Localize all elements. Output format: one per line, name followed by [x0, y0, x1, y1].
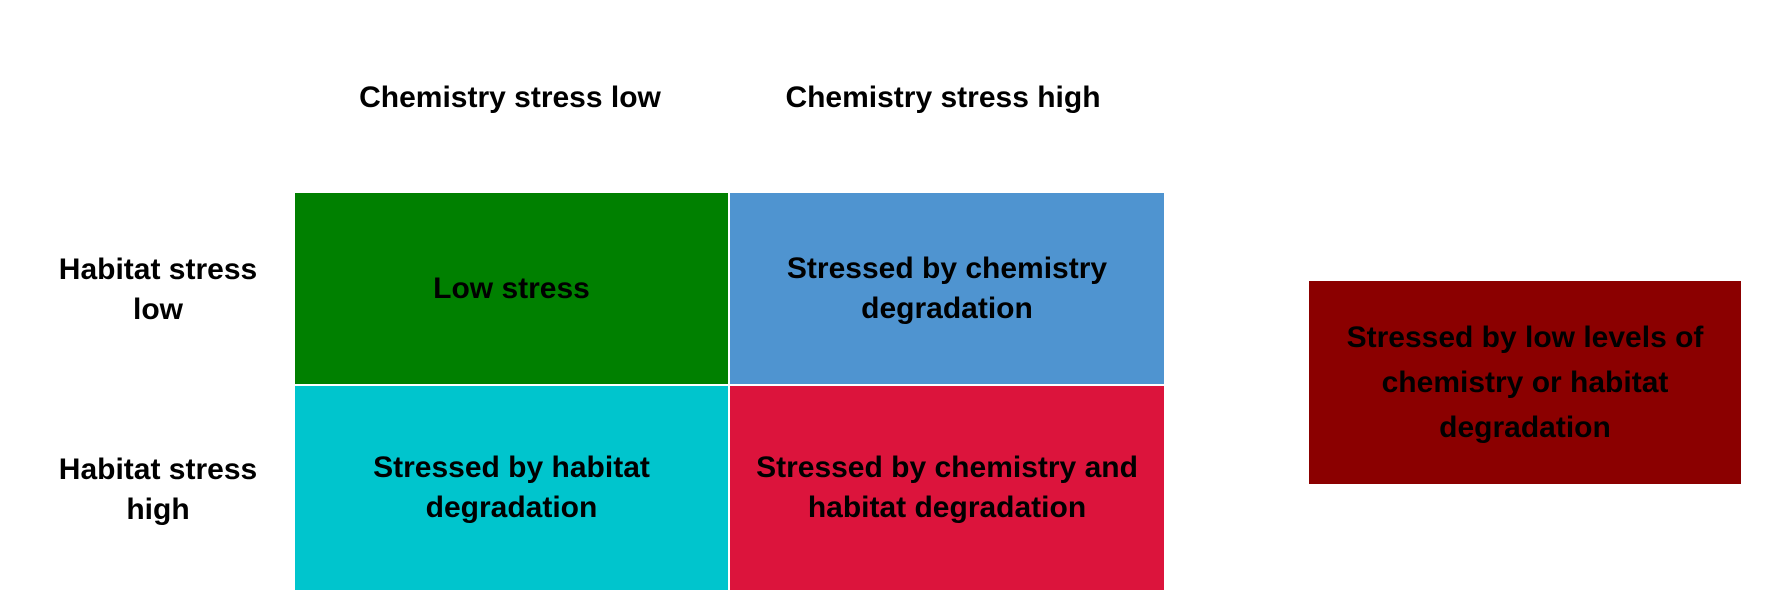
row-header-habitat-high: Habitat stress high [58, 453, 258, 526]
cell-low-level-chemistry-or-habitat-degradation: Stressed by low levels of chemistry or h… [1309, 281, 1741, 484]
row-header-habitat-low: Habitat stress low [58, 253, 258, 326]
column-header-chemistry-low: Chemistry stress low [359, 81, 661, 114]
cell-chemistry-and-habitat-degradation: Stressed by chemistry and habitat degrad… [730, 386, 1164, 590]
cell-low-stress: Low stress [295, 193, 728, 384]
cell-chemistry-degradation: Stressed by chemistry degradation [730, 193, 1164, 384]
column-header-chemistry-high: Chemistry stress high [785, 81, 1101, 114]
cell-habitat-degradation: Stressed by habitat degradation [295, 386, 728, 590]
